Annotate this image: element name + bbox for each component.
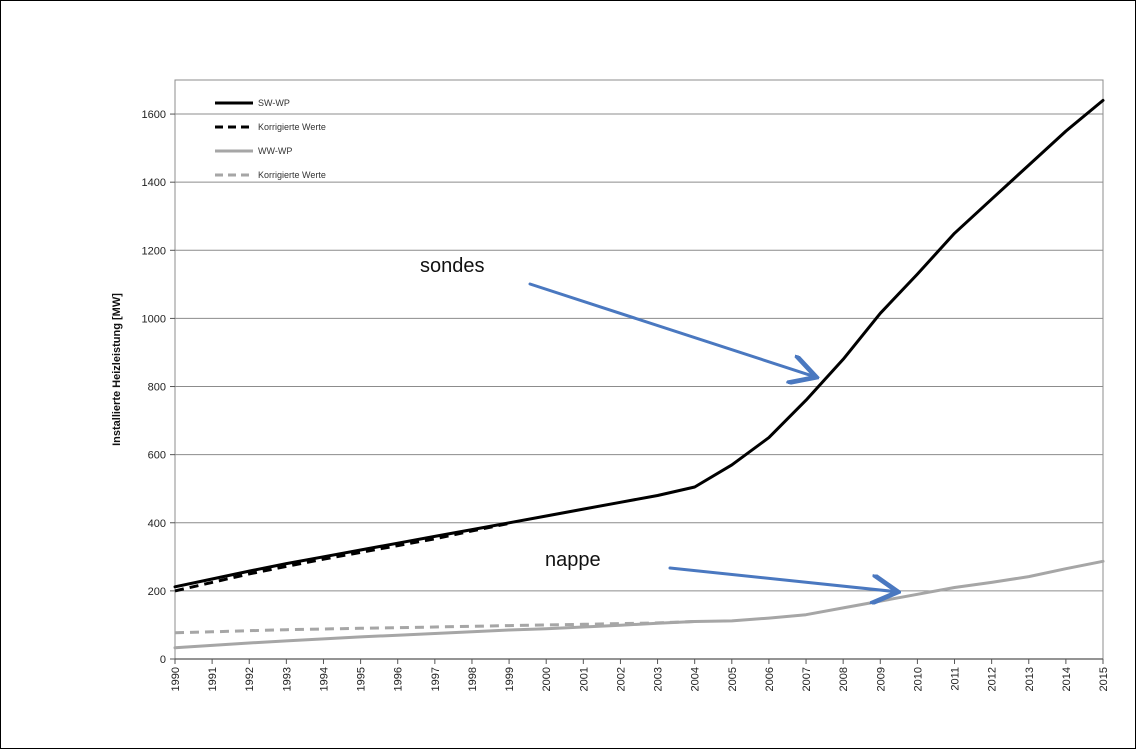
x-tick-label: 1996 — [393, 667, 405, 691]
x-tick-label: 1998 — [467, 667, 479, 691]
y-axis-title: Installierte Heizleistung [MW] — [111, 293, 123, 446]
y-tick-label: 1400 — [142, 177, 166, 189]
x-tick-label: 2004 — [690, 667, 702, 691]
x-tick-label: 2012 — [987, 667, 999, 691]
x-tick-label: 2014 — [1061, 667, 1073, 691]
x-tick-label: 2001 — [578, 667, 590, 691]
x-tick-label: 2008 — [838, 667, 850, 691]
x-tick-label: 1992 — [244, 667, 256, 691]
series-line-3 — [174, 620, 695, 635]
y-tick-label: 1600 — [142, 109, 166, 121]
x-tick-label: 2015 — [1098, 667, 1110, 691]
legend: SW-WP Korrigierte Werte WW-WP Korrigierte W… — [215, 98, 326, 180]
x-tick-label: 2006 — [764, 667, 776, 691]
series-layer — [173, 98, 1105, 650]
series-line-2 — [173, 559, 1105, 650]
x-tick-label: 2013 — [1024, 667, 1036, 691]
y-tick-label: 400 — [148, 518, 166, 530]
x-tick-label: 1990 — [170, 667, 182, 691]
x-tick-label: 2002 — [615, 667, 627, 691]
y-axis: 0 200 400 600 800 1000 1200 1400 1600 — [142, 109, 175, 666]
plot-area — [174, 79, 1104, 660]
x-tick-label: 1994 — [318, 667, 330, 691]
x-tick-label: 2005 — [727, 667, 739, 691]
x-tick-label: 2011 — [950, 667, 962, 691]
x-tick-label: 2009 — [875, 667, 887, 691]
legend-label-2: WW-WP — [258, 146, 292, 156]
series-line-1 — [174, 521, 510, 593]
y-tick-label: 0 — [160, 654, 166, 666]
y-tick-label: 1200 — [142, 245, 166, 257]
annotation-arrow-sondes — [528, 282, 814, 376]
x-tick-label: 1997 — [430, 667, 442, 691]
x-tick-label: 2003 — [653, 667, 665, 691]
annotations: sondes nappe — [420, 255, 895, 592]
legend-label-3: Korrigierte Werte — [258, 170, 326, 180]
x-tick-label: 2007 — [801, 667, 813, 691]
legend-label-1: Korrigierte Werte — [258, 122, 326, 132]
x-tick-label: 1995 — [356, 667, 368, 691]
legend-label-0: SW-WP — [258, 98, 290, 108]
x-tick-label: 2010 — [912, 667, 924, 691]
x-axis: 1990 1991 1992 1993 1994 1995 1996 1997 1998 1999… — [170, 658, 1110, 691]
annotation-sondes: sondes — [420, 255, 485, 277]
y-tick-label: 800 — [148, 382, 166, 394]
x-tick-label: 2000 — [541, 667, 553, 691]
y-tick-label: 600 — [148, 450, 166, 462]
annotation-arrow-nappe — [668, 566, 895, 592]
annotation-nappe: nappe — [545, 549, 601, 571]
series-line-0 — [173, 98, 1105, 589]
x-tick-label: 1993 — [281, 667, 293, 691]
y-tick-label: 1000 — [142, 313, 166, 325]
y-tick-label: 200 — [148, 586, 166, 598]
x-tick-label: 1999 — [504, 667, 516, 691]
x-tick-label: 1991 — [207, 667, 219, 691]
